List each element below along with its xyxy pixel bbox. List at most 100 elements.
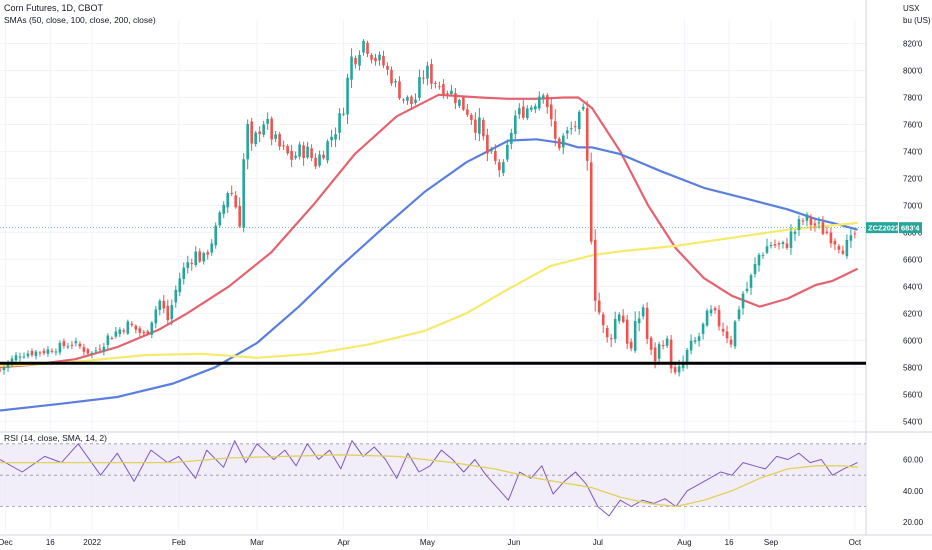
candle-body xyxy=(565,130,569,134)
candle-body xyxy=(278,134,281,147)
candle-body xyxy=(322,154,325,159)
rsi-axis: 20.00 40.00 60.00 xyxy=(903,456,924,528)
candle-body xyxy=(490,149,493,152)
candle-body xyxy=(146,331,150,334)
candle-body xyxy=(837,246,841,250)
candle-body xyxy=(222,204,226,214)
candle-body xyxy=(286,145,289,154)
candle-body xyxy=(2,367,6,371)
candle-body xyxy=(645,307,649,339)
candle-body xyxy=(765,246,769,253)
price-axis: 540'0560'0580'0600'0620'0640'0660'0680'0… xyxy=(903,39,923,426)
candle-body xyxy=(138,328,142,333)
candle-body xyxy=(206,252,210,255)
candle-body xyxy=(825,231,829,233)
candle-body xyxy=(366,42,369,54)
candle-body xyxy=(110,337,114,339)
candle-body xyxy=(458,99,461,106)
candle-body xyxy=(665,338,669,346)
candle-body xyxy=(42,350,46,354)
price-tick-label: 600'0 xyxy=(903,336,923,345)
candle-body xyxy=(86,349,90,354)
candle-body xyxy=(530,107,533,110)
candle-body xyxy=(745,288,749,292)
candle-body xyxy=(46,349,50,354)
candle-body xyxy=(330,136,333,141)
candle-body xyxy=(298,144,301,157)
candle-body xyxy=(22,356,26,358)
candle-body xyxy=(54,351,58,353)
candle-body xyxy=(849,235,853,241)
candle-body xyxy=(637,318,641,324)
candle-body xyxy=(94,350,98,352)
candle-body xyxy=(757,254,761,266)
chart-title: Corn Futures, 1D, CBOT xyxy=(4,3,104,13)
candle-body xyxy=(593,239,597,301)
price-tick-label: 760'0 xyxy=(903,120,923,129)
unit-label: bu (US) xyxy=(903,16,931,25)
candle-body xyxy=(370,54,373,60)
candle-body xyxy=(721,328,725,332)
candle-body xyxy=(406,96,409,101)
candle-body xyxy=(805,214,809,221)
candle-body xyxy=(310,148,313,158)
candle-body xyxy=(250,121,253,144)
candle-body xyxy=(174,289,178,303)
candle-body xyxy=(649,337,653,350)
candle-body xyxy=(621,315,625,323)
candle-body xyxy=(781,242,785,244)
candle-body xyxy=(266,118,269,124)
candle-body xyxy=(709,309,713,314)
candle-body xyxy=(154,309,158,324)
candle-body xyxy=(809,216,813,226)
price-tick-label: 540'0 xyxy=(903,417,923,426)
candle-body xyxy=(597,300,601,313)
candle-body xyxy=(605,327,609,338)
time-tick-label: Mar xyxy=(250,538,264,547)
price-tick-label: 740'0 xyxy=(903,147,923,156)
badge-symbol-bg xyxy=(866,222,898,234)
candle-body xyxy=(118,329,122,334)
candle-body xyxy=(302,145,305,159)
time-tick-label: 2022 xyxy=(83,538,101,547)
candle-body xyxy=(817,222,821,224)
candle-body xyxy=(653,347,657,362)
candle-body xyxy=(701,323,705,334)
candle-body xyxy=(178,278,182,293)
candle-body xyxy=(210,243,214,253)
candle-body xyxy=(777,243,781,245)
candle-body xyxy=(821,222,825,234)
candle-body xyxy=(14,355,18,361)
time-tick-label: Jul xyxy=(593,538,603,547)
price-tick-label: 820'0 xyxy=(903,39,923,48)
candle-body xyxy=(130,323,134,326)
candle-body xyxy=(374,57,377,62)
candle-body xyxy=(845,239,849,257)
candle-body xyxy=(242,159,245,228)
candle-body xyxy=(553,121,557,139)
candle-body xyxy=(70,344,74,346)
candle-body xyxy=(166,305,170,321)
time-tick-label: Oct xyxy=(849,538,862,547)
time-tick-label: Aug xyxy=(677,538,691,547)
candle-body xyxy=(234,195,237,208)
candle-body xyxy=(581,106,585,110)
candle-body xyxy=(150,322,154,335)
price-tick-label: 620'0 xyxy=(903,309,923,318)
candle-body xyxy=(434,82,437,84)
candle-body xyxy=(494,151,497,161)
candle-body xyxy=(254,132,257,145)
candle-body xyxy=(450,90,453,95)
candle-body xyxy=(342,113,345,115)
candle-body xyxy=(609,338,613,340)
price-tick-label: 660'0 xyxy=(903,255,923,264)
time-tick-label: 16 xyxy=(46,538,55,547)
candle-body xyxy=(514,115,517,135)
candle-body xyxy=(226,193,230,208)
candle-body xyxy=(769,244,773,247)
candle-body xyxy=(306,146,309,158)
candle-body xyxy=(462,97,465,110)
candle-body xyxy=(446,93,449,95)
candle-body xyxy=(526,108,529,119)
